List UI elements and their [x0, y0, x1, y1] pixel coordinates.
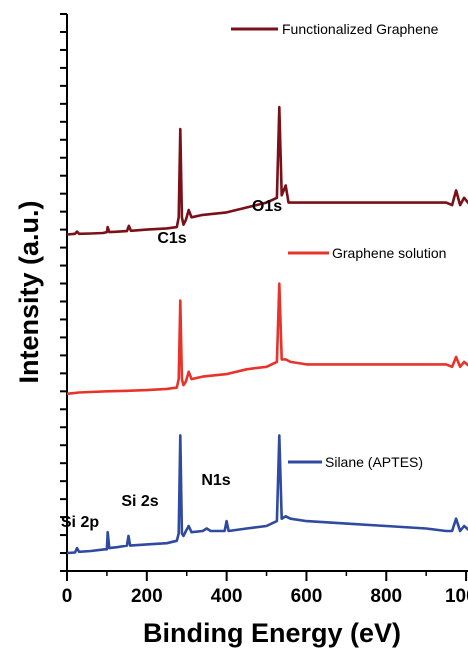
peak-label: Si 2s — [121, 493, 158, 510]
peak-label: C1s — [157, 230, 186, 247]
y-axis-label: Intensity (a.u.) — [14, 200, 44, 383]
x-tick-label: 600 — [291, 586, 323, 607]
peak-label: O1s — [252, 198, 282, 215]
spectra-series — [66, 105, 468, 555]
x-axis-ticks: 0 200 400 600 800 1000 — [62, 571, 468, 607]
x-tick-label: 0 — [62, 586, 73, 607]
series-line-graphene-solution — [66, 282, 468, 396]
y-axis-ticks — [60, 13, 67, 572]
series-line-silane-aptes — [66, 434, 468, 555]
legend: Functionalized Graphene Graphene solution… — [231, 21, 446, 470]
series-line-functionalized-graphene — [66, 105, 468, 236]
legend-entry-label: Graphene solution — [332, 245, 446, 261]
plot-axes: 0 200 400 600 800 1000 — [60, 13, 468, 607]
x-tick-label: 1000 — [445, 586, 468, 607]
peak-label: N1s — [201, 472, 230, 489]
x-tick-label: 200 — [131, 586, 163, 607]
x-tick-label: 400 — [211, 586, 243, 607]
x-axis-label: Binding Energy (eV) — [143, 618, 401, 648]
peak-annotations: C1s O1s N1s Si 2p Si 2s — [61, 198, 282, 531]
legend-entry-label: Functionalized Graphene — [282, 21, 439, 37]
legend-entry-label: Silane (APTES) — [325, 454, 423, 470]
peak-label: Si 2p — [61, 514, 99, 531]
x-tick-label: 800 — [370, 586, 402, 607]
